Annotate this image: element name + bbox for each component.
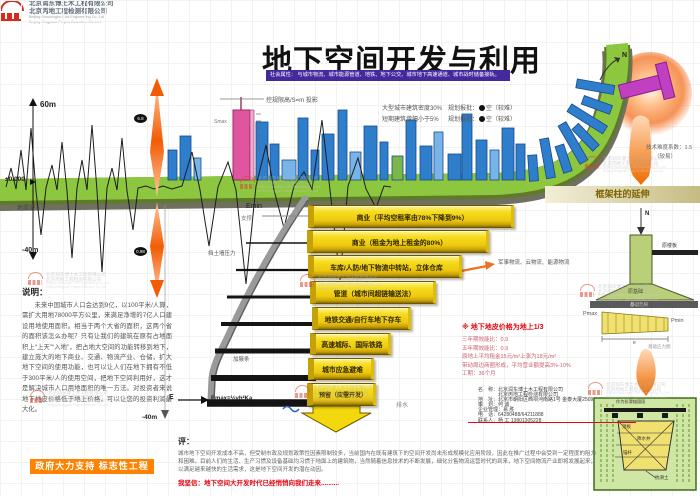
stress-label: 附加应力: [634, 302, 652, 307]
review-block: 评： 城市地下空间开发成本不高，但受制市政及规划政策性因素限制较多，当前国内在既…: [178, 431, 596, 487]
usage-bar-highspeed-rail: 高速城际、国际铁路: [310, 333, 391, 355]
antislide-soil-label: 抗滑土: [655, 475, 669, 480]
pricing-block: ※ 地下地皮价格为地上1/3 三年期效能比：0.9 五年期效能比：0.9 原地上…: [462, 322, 571, 379]
pit-minus40: -40m: [142, 414, 158, 421]
pmax-label: Pmax: [583, 311, 598, 317]
pmin-label: Pmin: [671, 318, 684, 324]
explanation-block: 说明： 未来中国城市人口会达到9亿，以100平米/人算，需扩大用地78000平方…: [22, 286, 172, 415]
dewatering-well-label: 降水井: [637, 436, 651, 441]
roof-slab-label: 顶板: [622, 424, 631, 429]
drain-label: 排水: [396, 403, 409, 409]
ribbon-buildings: [527, 78, 616, 182]
haunch-label: 加腋条: [233, 357, 250, 363]
elev-zero: ±0.000: [5, 176, 25, 183]
contact-row: 北京丙地工程检测有限公司: [478, 392, 559, 399]
height-limit-label: 控规限高/S=m 投影: [266, 98, 318, 104]
emin-label: Emin: [246, 203, 262, 210]
pricing-line: 五年期效能比：0.9: [462, 345, 509, 352]
contact-row: 名 称：北京润东博土木工程有限公司: [478, 387, 564, 393]
difficulty-dot-icon: [479, 105, 486, 111]
pricing-line: 原地上平均租金15元/m²上涨为18元/m²: [462, 354, 557, 361]
retaining-wall: [207, 195, 309, 404]
explanation-title: 说明：: [22, 287, 48, 297]
explanation-body: 未来中国城市人口会达到9亿，以100平米/人算，需扩大用地78000平方公里，来…: [22, 302, 172, 414]
usage-bar-reserved: 预留（应需开发）: [307, 383, 376, 406]
slab-label: 原楼板: [662, 243, 678, 249]
usage-bar-commerce-rent: 商业（租金为地上租金的80%）: [307, 230, 489, 253]
pink-tower: [220, 97, 264, 181]
e-label: E: [169, 394, 174, 401]
usage-bar-emergency: 城市应急避难: [308, 358, 374, 380]
review-title: 评：: [178, 437, 194, 446]
support-label: 支撑: [241, 216, 253, 222]
elev-minus40: -40m: [22, 247, 39, 254]
contact-row: 企业管理：易 胜: [478, 407, 515, 414]
elevation-scale: [29, 98, 37, 260]
down-arrow: [300, 405, 372, 433]
pricing-line: 工期：36个月: [462, 371, 496, 378]
usage-bar-commerce-vacancy: 商业（平均空租率由78%下降到9%）: [308, 205, 514, 228]
pit-depth-line: [161, 205, 169, 419]
difficulty-label: 技术难度系数：1.5: [646, 145, 693, 151]
planning-note-1: 规划报批： 空（较难）: [448, 105, 517, 112]
expansion-arrows: [150, 78, 164, 298]
government-support-banner: 政府大力支持 标志性工程: [30, 459, 154, 474]
contact-row: 策 划：何 诚: [478, 402, 510, 409]
belief-statement: 我坚信：地下空间大开发时代已经悄悄向我们走来..........: [178, 480, 340, 487]
usage-bar-metro-bike: 地铁交通/自行车地下存车: [312, 307, 411, 330]
logistics-note: 军事物流、云物流、能源物流: [498, 260, 570, 266]
column-footing-diagram: [590, 208, 698, 342]
smax-label: Smax: [214, 119, 227, 125]
north-arrow-icon: [599, 57, 621, 81]
focus-funnel-bottom: [636, 349, 656, 396]
growth-stat: 短期建筑增幅小于5%: [382, 117, 439, 123]
column-section-header: 框架柱的延伸: [545, 186, 700, 203]
footing-label: 原基础: [628, 289, 644, 295]
contact-row: 电 话：64280488/64211888: [478, 412, 544, 419]
anchor-plan-diagram: [593, 397, 697, 491]
seismic-label: 地震波: [17, 206, 36, 212]
difficulty-ease-label: （较易）: [654, 154, 677, 160]
ratio-badge-up: 6.8: [134, 114, 147, 123]
poster-subtitle: 社会属性： 与城市物流、城市能源管道、地铁、地下公交、城市地下高速通道、城市战时…: [266, 70, 510, 81]
seismic-wave-line: [5, 119, 392, 285]
usage-bar-pipeline: 管道（城市间超链输送法）: [310, 281, 436, 304]
anchor-zone-label: 作为抗滑锚固段: [616, 399, 646, 404]
dim-e-label: e: [633, 340, 636, 346]
pricing-line: 带动周边商圈形成，平均营业额提高3%-10%: [462, 362, 571, 369]
earth-pressure-arrow: [178, 396, 300, 413]
city-skyline: [167, 109, 526, 181]
usage-bar-garage-logistics: 车库/人防/地下物流中转站，立体仓库: [308, 255, 462, 278]
emax-formula: Emax=½γh²Ka: [211, 396, 253, 402]
ratio-badge-down: 0.98: [134, 247, 147, 256]
cushion-label: 基础垫层: [630, 301, 648, 307]
difficulty-dot-icon: [479, 116, 486, 122]
stress-caption: 基础应力图: [648, 344, 671, 349]
contact-block: 名 称：北京润东博土木工程有限公司 北京丙地工程检测有限公司 地 址：北京市朝阳…: [478, 387, 594, 424]
contact-row: 联系人：杨 工 13801305228: [478, 417, 542, 424]
density-stat: 大型城市建筑密度30%: [382, 106, 443, 112]
contact-row: 地 址：北京市朝阳区西坝河南路1号 金泰大厦2509: [478, 397, 594, 404]
review-body: 城市地下空间开发成本不高，但受制市政及规划政策性因素限制较多，当前国内在既有建筑…: [178, 451, 597, 473]
column-n-label: N: [645, 211, 650, 217]
anchor-bolt-label: 锚杆: [623, 450, 632, 455]
wall-pressure-label: 挡土墙压力: [208, 251, 236, 257]
planning-note-2: 规划报批： 空（较难）: [448, 116, 517, 123]
focus-funnel-top: [629, 115, 652, 185]
pricing-line: 三年期效能比：0.9: [462, 337, 509, 343]
magenta-landmark-building: [617, 61, 676, 101]
pricing-title: ※ 地下地皮价格为地上1/3: [462, 324, 544, 331]
pit-struts: [207, 215, 322, 407]
elev-60m: 60m: [40, 100, 57, 109]
north-label: N: [622, 52, 628, 59]
contact-underline: [468, 422, 636, 423]
